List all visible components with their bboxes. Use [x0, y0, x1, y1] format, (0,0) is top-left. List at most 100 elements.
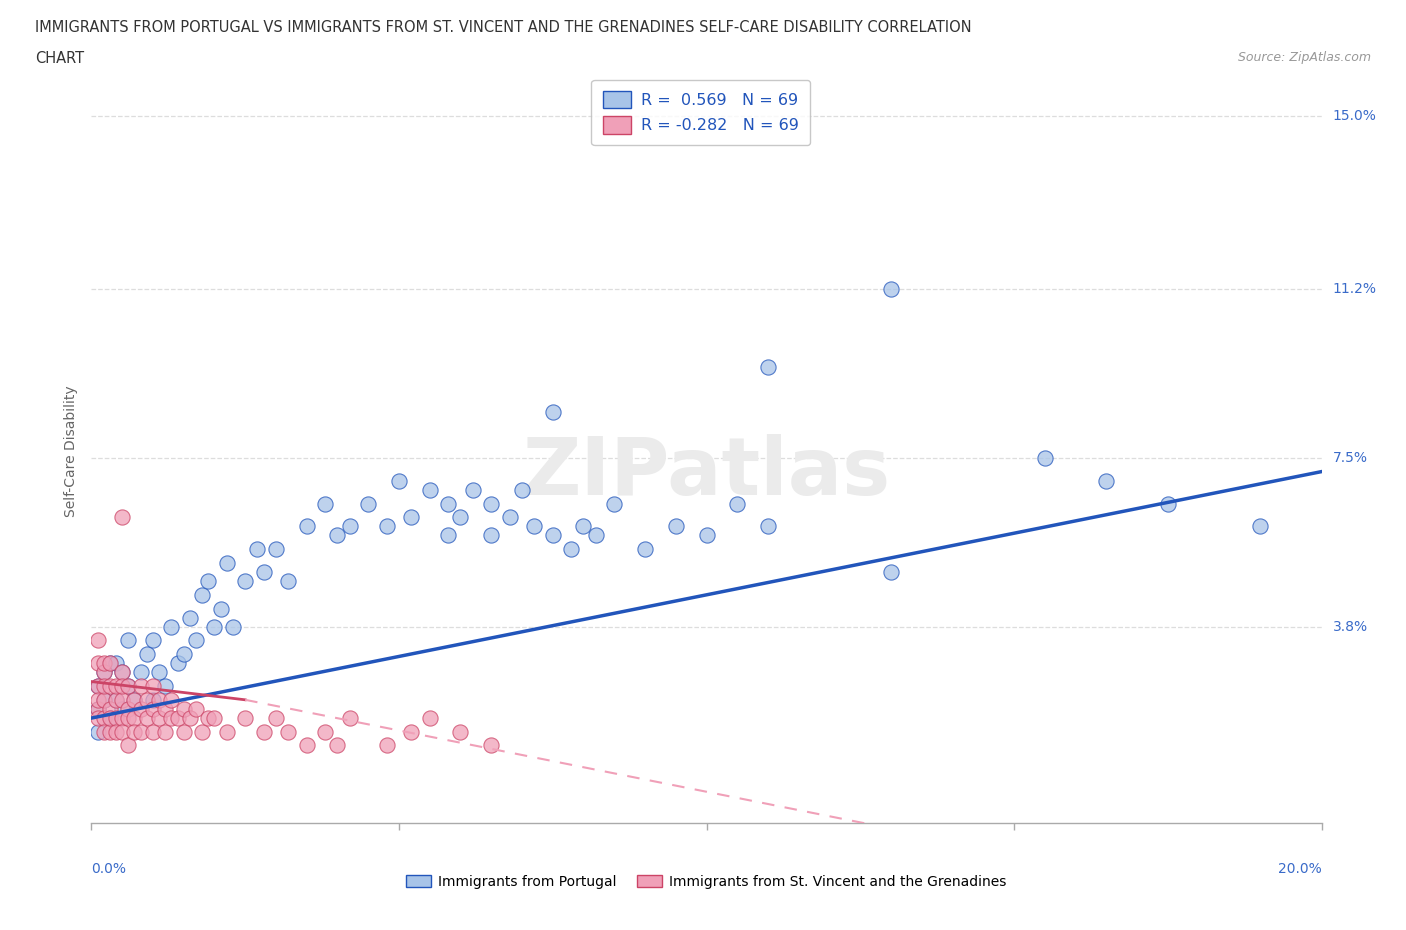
Point — [375, 738, 398, 753]
Point — [277, 724, 299, 739]
Point — [86, 679, 108, 694]
Point — [142, 633, 165, 648]
Point — [339, 711, 361, 725]
Point — [105, 692, 127, 707]
Point — [142, 692, 165, 707]
Point — [253, 724, 276, 739]
Point — [215, 555, 238, 570]
Point — [86, 656, 108, 671]
Point — [98, 724, 121, 739]
Text: 11.2%: 11.2% — [1333, 282, 1376, 296]
Point — [105, 724, 127, 739]
Point — [160, 711, 183, 725]
Point — [277, 574, 299, 589]
Point — [153, 679, 177, 694]
Point — [1249, 519, 1271, 534]
Point — [179, 711, 201, 725]
Point — [135, 711, 157, 725]
Point — [215, 724, 238, 739]
Point — [117, 679, 139, 694]
Point — [191, 724, 214, 739]
Point — [153, 701, 177, 716]
Legend: Immigrants from Portugal, Immigrants from St. Vincent and the Grenadines: Immigrants from Portugal, Immigrants fro… — [401, 870, 1012, 895]
Point — [375, 519, 398, 534]
Point — [880, 565, 903, 579]
Text: 20.0%: 20.0% — [1278, 862, 1322, 876]
Point — [86, 711, 108, 725]
Point — [479, 528, 502, 543]
Point — [111, 724, 134, 739]
Point — [498, 510, 520, 525]
Point — [572, 519, 595, 534]
Point — [173, 646, 195, 661]
Point — [86, 701, 108, 716]
Text: 15.0%: 15.0% — [1333, 109, 1376, 123]
Point — [93, 711, 115, 725]
Point — [98, 679, 121, 694]
Point — [449, 724, 471, 739]
Point — [111, 692, 134, 707]
Point — [173, 724, 195, 739]
Point — [295, 738, 318, 753]
Point — [479, 496, 502, 511]
Point — [399, 510, 422, 525]
Point — [142, 724, 165, 739]
Point — [222, 619, 245, 634]
Point — [105, 692, 127, 707]
Point — [264, 711, 287, 725]
Point — [1157, 496, 1180, 511]
Point — [111, 711, 134, 725]
Point — [86, 724, 108, 739]
Point — [479, 738, 502, 753]
Point — [124, 711, 146, 725]
Point — [142, 679, 165, 694]
Text: IMMIGRANTS FROM PORTUGAL VS IMMIGRANTS FROM ST. VINCENT AND THE GRENADINES SELF-: IMMIGRANTS FROM PORTUGAL VS IMMIGRANTS F… — [35, 20, 972, 35]
Point — [153, 724, 177, 739]
Point — [725, 496, 748, 511]
Point — [98, 656, 121, 671]
Point — [437, 496, 460, 511]
Point — [124, 692, 146, 707]
Point — [129, 679, 152, 694]
Point — [264, 542, 287, 557]
Point — [111, 665, 134, 680]
Point — [197, 574, 219, 589]
Y-axis label: Self-Care Disability: Self-Care Disability — [65, 385, 79, 517]
Text: 7.5%: 7.5% — [1333, 451, 1368, 465]
Point — [117, 738, 139, 753]
Point — [135, 692, 157, 707]
Point — [696, 528, 718, 543]
Point — [585, 528, 607, 543]
Text: Source: ZipAtlas.com: Source: ZipAtlas.com — [1237, 51, 1371, 64]
Point — [1095, 473, 1118, 488]
Text: CHART: CHART — [35, 51, 84, 66]
Point — [148, 692, 170, 707]
Point — [209, 601, 232, 616]
Point — [314, 724, 336, 739]
Point — [111, 679, 134, 694]
Point — [756, 519, 779, 534]
Point — [449, 510, 471, 525]
Point — [1033, 450, 1056, 465]
Point — [93, 679, 115, 694]
Point — [419, 711, 441, 725]
Point — [105, 711, 127, 725]
Point — [399, 724, 422, 739]
Point — [437, 528, 460, 543]
Text: 3.8%: 3.8% — [1333, 619, 1368, 633]
Point — [339, 519, 361, 534]
Point — [86, 692, 108, 707]
Point — [105, 656, 127, 671]
Point — [191, 588, 214, 603]
Point — [166, 656, 188, 671]
Point — [510, 483, 533, 498]
Point — [93, 724, 115, 739]
Point — [314, 496, 336, 511]
Point — [523, 519, 546, 534]
Text: ZIPatlas: ZIPatlas — [523, 434, 890, 512]
Point — [160, 692, 183, 707]
Point — [142, 701, 165, 716]
Point — [93, 656, 115, 671]
Point — [233, 574, 256, 589]
Point — [541, 528, 564, 543]
